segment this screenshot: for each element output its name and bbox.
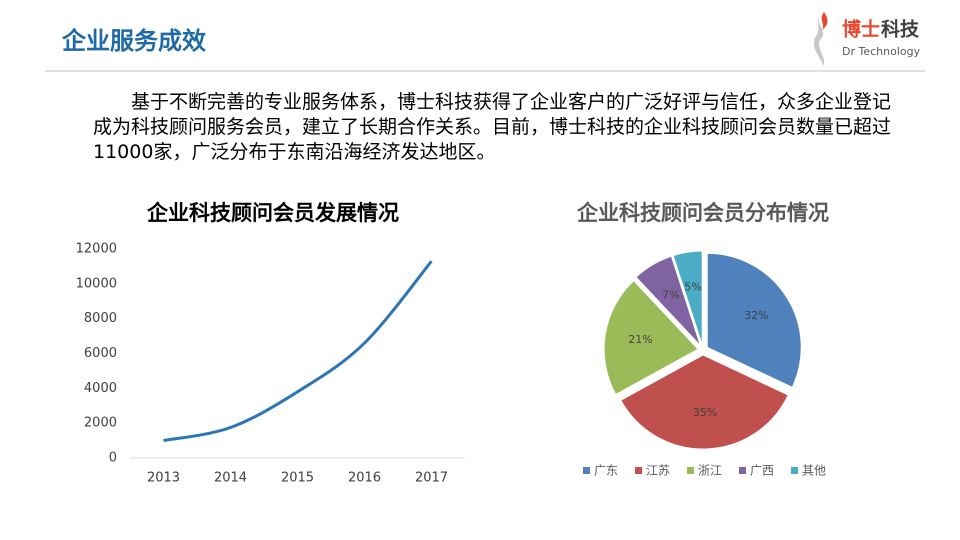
- line-series: [163, 260, 433, 443]
- legend-label: 浙江: [698, 464, 722, 478]
- x-tick-label: 2016: [348, 471, 381, 486]
- y-tick-label: 6000: [84, 346, 117, 361]
- value-label: 7%: [662, 289, 679, 302]
- pie-slice: [603, 279, 699, 396]
- y-tick-label: 0: [109, 451, 117, 466]
- legend-label: 广东: [594, 464, 618, 478]
- x-tick-label: 2013: [147, 471, 180, 486]
- y-tick-label: 4000: [84, 381, 117, 396]
- legend-label: 江苏: [646, 464, 670, 478]
- logo-sub: Dr Technology: [842, 45, 921, 58]
- legend-swatch: [739, 467, 746, 474]
- chart-title: 企业科技顾问会员分布情况: [576, 201, 829, 225]
- legend-swatch: [583, 467, 590, 474]
- x-tick-label: 2017: [415, 471, 448, 486]
- legend-swatch: [635, 467, 642, 474]
- legend-swatch: [791, 467, 798, 474]
- pie-slice: [635, 255, 701, 347]
- y-tick-label: 2000: [84, 416, 117, 431]
- value-label: 32%: [744, 309, 768, 322]
- value-label: 21%: [628, 333, 652, 346]
- logo-icon: [813, 12, 825, 66]
- y-tick-label: 8000: [84, 311, 117, 326]
- x-tick-label: 2015: [281, 471, 314, 486]
- x-tick-label: 2014: [214, 471, 247, 486]
- paragraph: 基于不断完善的专业服务体系，博士科技获得了企业客户的广泛好评与信任，众多企业登记…: [93, 91, 892, 163]
- pie-slice: [620, 354, 789, 450]
- chart-title: 企业科技顾问会员发展情况: [146, 201, 399, 225]
- legend-swatch: [687, 467, 694, 474]
- logo-flame: [821, 12, 828, 30]
- pie-slice: [672, 250, 703, 346]
- logo-brand: 科技: [881, 18, 920, 41]
- value-label: 5%: [684, 280, 701, 293]
- slide-title: 企业服务成效: [62, 27, 206, 55]
- legend-label: 其他: [802, 464, 826, 478]
- legend-label: 广西: [750, 464, 774, 478]
- value-label: 35%: [693, 406, 717, 419]
- logo-brand: 博士: [842, 18, 880, 41]
- y-tick-label: 10000: [76, 276, 117, 291]
- y-tick-label: 12000: [76, 242, 117, 257]
- pie-slice: [706, 252, 802, 389]
